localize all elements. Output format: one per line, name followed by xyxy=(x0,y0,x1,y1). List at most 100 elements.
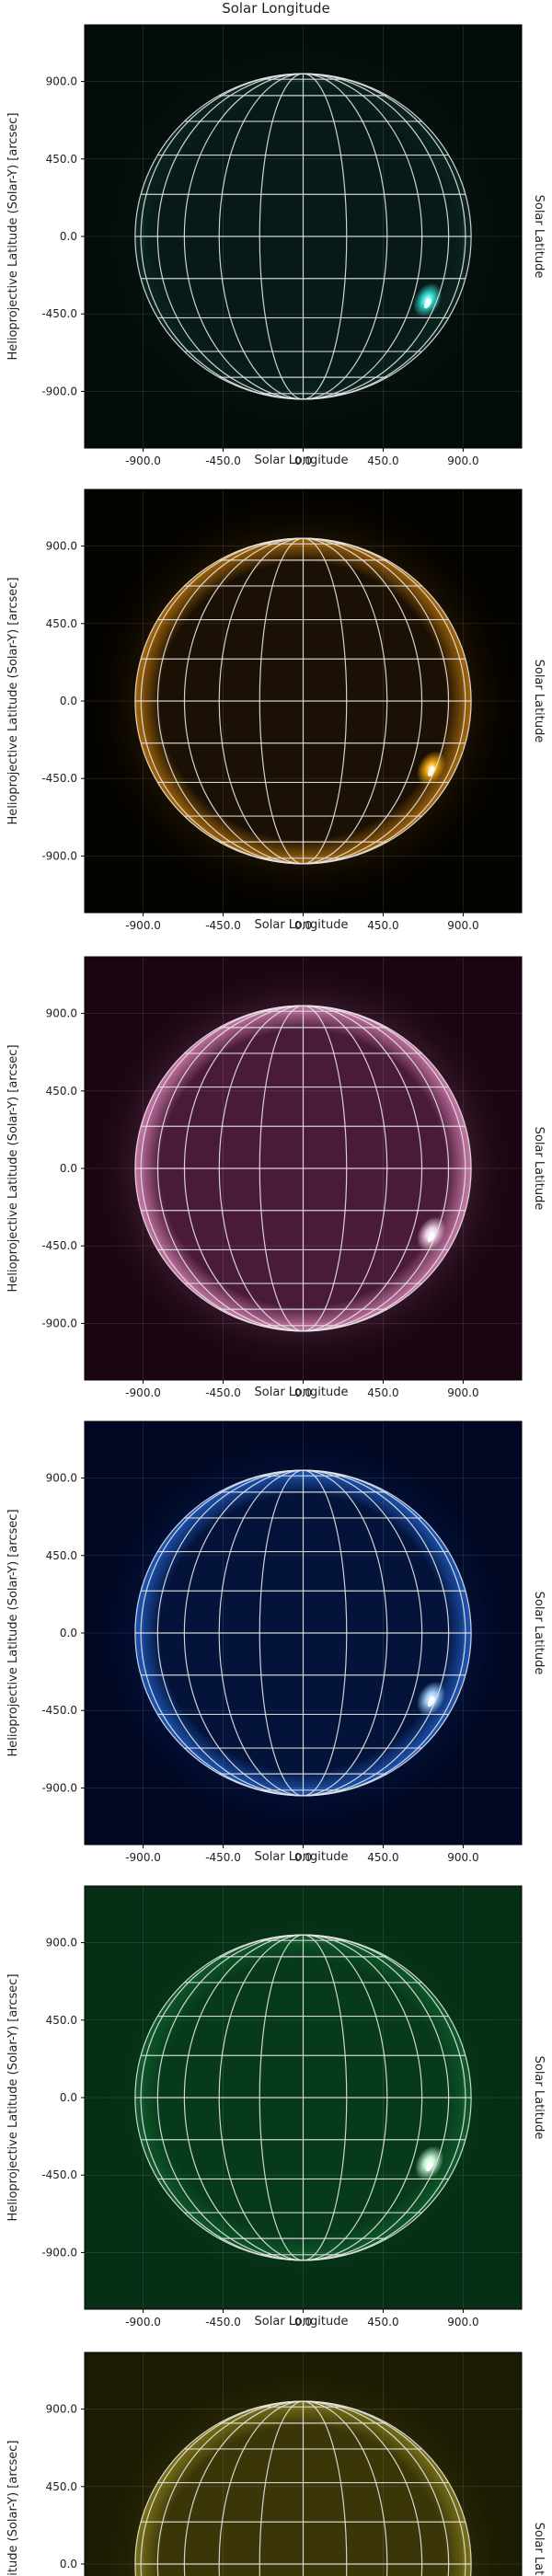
y-tick-label: 450.0 xyxy=(46,1549,77,1562)
x-tick-label: 450.0 xyxy=(367,919,398,932)
longitude-line xyxy=(303,537,388,865)
y-axis-label: Helioprojective Latitude (Solar-Y) [arcs… xyxy=(6,1044,20,1292)
active-region-core xyxy=(427,766,435,776)
longitude-line xyxy=(184,1934,304,2261)
active-region-core xyxy=(425,2161,433,2172)
x-tick-label: 450.0 xyxy=(367,2316,398,2329)
longitude-line xyxy=(218,1005,304,1332)
x-tick-label: 900.0 xyxy=(447,1386,478,1399)
longitude-line xyxy=(218,2400,304,2576)
y-tick-label: 450.0 xyxy=(46,153,77,166)
heliographic-grid xyxy=(134,1469,472,1797)
right-axis-label: Solar Latitude xyxy=(532,1127,546,1211)
limb-circle xyxy=(134,537,472,865)
active-region-core xyxy=(427,1232,435,1243)
active-region-core xyxy=(424,298,431,309)
y-tick-label: 0.0 xyxy=(60,2091,77,2104)
y-tick-label: 900.0 xyxy=(46,540,77,553)
y-tick-label: -450.0 xyxy=(41,1704,77,1717)
limb-circle xyxy=(134,73,472,400)
y-tick-label: 450.0 xyxy=(46,2014,77,2027)
x-tick-label: 900.0 xyxy=(447,2316,478,2329)
y-tick-label: 450.0 xyxy=(46,617,77,630)
x-tick-label: 900.0 xyxy=(447,919,478,932)
longitude-line xyxy=(157,1005,304,1332)
longitude-line xyxy=(259,73,304,400)
x-tick-label: 0.0 xyxy=(294,1386,312,1399)
solar-image xyxy=(85,1421,522,1845)
longitude-line xyxy=(303,1469,422,1797)
longitude-line xyxy=(303,1934,348,2261)
y-tick-label: -450.0 xyxy=(41,2168,77,2181)
y-tick-label: 900.0 xyxy=(46,2403,77,2416)
longitude-line xyxy=(303,537,466,865)
x-tick-label: 450.0 xyxy=(367,454,398,467)
longitude-line xyxy=(303,73,466,400)
longitude-line xyxy=(259,1005,304,1332)
y-axis-label: Helioprojective Latitude (Solar-Y) [arcs… xyxy=(6,112,20,360)
heliographic-grid xyxy=(134,1005,472,1332)
longitude-line xyxy=(303,73,423,400)
y-tick-label: -900.0 xyxy=(41,385,77,397)
y-tick-label: 0.0 xyxy=(60,2558,77,2570)
y-tick-label: 0.0 xyxy=(60,1162,77,1175)
solar-panel: -900.0-450.00.0450.0900.0900.0450.00.0-4… xyxy=(6,2352,546,2576)
longitude-line xyxy=(303,1005,449,1332)
longitude-line xyxy=(303,1934,422,2261)
longitude-line xyxy=(303,537,348,865)
longitude-line xyxy=(184,1005,304,1332)
longitude-line xyxy=(303,2400,388,2576)
longitude-line xyxy=(218,1934,304,2261)
longitude-line xyxy=(259,1469,304,1797)
x-tick-label: -450.0 xyxy=(205,1851,241,1864)
longitude-line xyxy=(303,1469,348,1797)
x-tick-label: 450.0 xyxy=(367,1386,398,1399)
x-tick-label: -900.0 xyxy=(125,1851,161,1864)
longitude-line xyxy=(303,73,450,400)
longitude-line xyxy=(140,73,304,400)
longitude-line xyxy=(259,2400,304,2576)
longitude-line xyxy=(259,1934,304,2261)
x-tick-label: 0.0 xyxy=(294,1851,312,1864)
limb-circle xyxy=(134,1469,472,1797)
longitude-line xyxy=(303,1005,466,1332)
x-tick-label: -900.0 xyxy=(125,919,161,932)
longitude-line xyxy=(303,2400,348,2576)
y-tick-label: 450.0 xyxy=(46,1085,77,1098)
solar-image xyxy=(85,957,522,1380)
y-axis-label: Helioprojective Latitude (Solar-Y) [arcs… xyxy=(6,577,20,824)
right-axis-label: Solar Latitude xyxy=(532,2523,546,2576)
y-tick-label: -900.0 xyxy=(41,849,77,862)
heliographic-grid xyxy=(134,537,472,865)
longitude-line xyxy=(156,73,304,400)
x-tick-label: 0.0 xyxy=(294,2316,312,2329)
x-tick-label: 450.0 xyxy=(367,1851,398,1864)
right-axis-label: Solar Latitude xyxy=(532,660,546,743)
x-tick-label: 900.0 xyxy=(447,1851,478,1864)
longitude-line xyxy=(140,537,304,865)
x-tick-label: 0.0 xyxy=(294,454,312,467)
heliographic-grid xyxy=(134,73,472,400)
y-tick-label: 0.0 xyxy=(60,230,77,243)
solar-image xyxy=(85,25,522,448)
heliographic-grid xyxy=(134,1934,472,2261)
y-axis-label: Helioprojective Latitude (Solar-Y) [arcs… xyxy=(6,2440,20,2576)
right-axis-label: Solar Latitude xyxy=(532,2056,546,2140)
longitude-line xyxy=(183,537,304,865)
page-title: Solar Longitude xyxy=(222,0,330,17)
longitude-line xyxy=(303,73,388,400)
x-tick-label: 900.0 xyxy=(447,454,478,467)
heliographic-grid xyxy=(134,2400,472,2576)
longitude-line xyxy=(303,2400,422,2576)
longitude-line xyxy=(218,1469,304,1797)
longitude-line xyxy=(303,537,423,865)
x-tick-label: -900.0 xyxy=(125,1386,161,1399)
y-tick-label: 900.0 xyxy=(46,75,77,88)
x-tick-label: -900.0 xyxy=(125,2316,161,2329)
x-tick-label: -450.0 xyxy=(205,919,241,932)
y-tick-label: -900.0 xyxy=(41,2246,77,2259)
